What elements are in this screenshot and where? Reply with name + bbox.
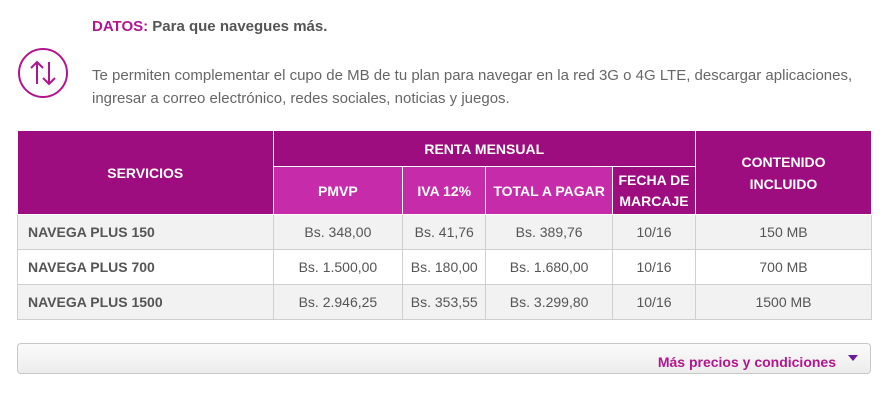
cell-service: NAVEGA PLUS 150 — [17, 214, 274, 250]
cell-fecha: 10/16 — [612, 214, 696, 250]
cell-pmvp: Bs. 348,00 — [272, 214, 404, 250]
table-row: NAVEGA PLUS 1500 Bs. 2.946,25 Bs. 353,55… — [17, 284, 872, 320]
section-label: DATOS: — [92, 18, 149, 35]
cell-pmvp: Bs. 2.946,25 — [272, 284, 404, 320]
cell-total: Bs. 1.680,00 — [485, 249, 614, 285]
section-title: Para que navegues más. — [148, 18, 328, 35]
header-total: TOTAL A PAGAR — [485, 166, 614, 215]
section-heading: DATOS: Para que navegues más. — [92, 18, 327, 35]
header-renta-mensual: RENTA MENSUAL — [272, 130, 696, 167]
cell-fecha: 10/16 — [612, 249, 696, 285]
cell-iva: Bs. 41,76 — [402, 214, 487, 250]
cell-iva: Bs. 180,00 — [402, 249, 487, 285]
header-iva: IVA 12% — [402, 166, 487, 215]
header-contenido: CONTENIDO INCLUIDO — [695, 130, 872, 215]
caret-down-icon[interactable] — [848, 355, 858, 361]
up-down-arrows-icon — [16, 46, 70, 100]
cell-contenido: 150 MB — [695, 214, 872, 250]
cell-contenido: 700 MB — [695, 249, 872, 285]
section-description: Te permiten complementar el cupo de MB d… — [92, 67, 853, 107]
cell-pmvp: Bs. 1.500,00 — [272, 249, 404, 285]
table-row: NAVEGA PLUS 150 Bs. 348,00 Bs. 41,76 Bs.… — [17, 214, 872, 250]
cell-service: NAVEGA PLUS 700 — [17, 249, 274, 285]
cell-service: NAVEGA PLUS 1500 — [17, 284, 274, 320]
cell-iva: Bs. 353,55 — [402, 284, 487, 320]
cell-total: Bs. 3.299,80 — [485, 284, 614, 320]
header-pmvp: PMVP — [272, 166, 404, 215]
header-fecha: FECHA DE MARCAJE — [612, 166, 696, 215]
price-table: SERVICIOS RENTA MENSUAL CONTENIDO INCLUI… — [17, 130, 872, 320]
cell-contenido: 1500 MB — [695, 284, 872, 320]
cell-total: Bs. 389,76 — [485, 214, 614, 250]
cell-fecha: 10/16 — [612, 284, 696, 320]
more-prices-link[interactable]: Más precios y condiciones — [657, 354, 836, 370]
more-prices-bar[interactable]: Más precios y condiciones — [17, 343, 871, 374]
header-servicios: SERVICIOS — [17, 130, 274, 215]
table-row: NAVEGA PLUS 700 Bs. 1.500,00 Bs. 180,00 … — [17, 249, 872, 285]
